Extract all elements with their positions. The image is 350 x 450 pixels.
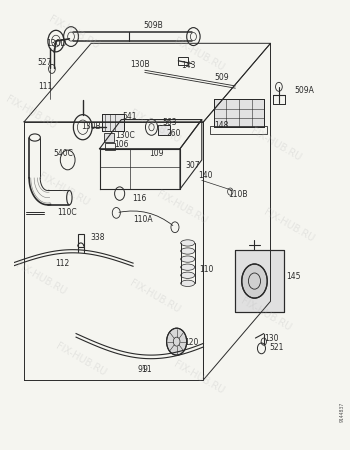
Text: FIX-HUB.RU: FIX-HUB.RU [155,189,209,225]
Bar [234,250,284,312]
Text: 509B: 509B [143,21,163,30]
Text: 143: 143 [181,61,196,70]
Bar [158,126,170,135]
Bar [102,114,124,131]
Text: 110A: 110A [133,215,153,224]
Bar [78,234,84,247]
Ellipse shape [181,240,195,246]
Ellipse shape [181,248,195,254]
Ellipse shape [181,256,195,262]
Text: 91: 91 [142,365,152,374]
Text: 527: 527 [37,58,52,67]
Text: 140: 140 [198,171,212,180]
Bar [104,133,114,142]
Text: FIX-HUB.RU: FIX-HUB.RU [4,94,58,131]
Text: 110: 110 [199,266,214,274]
Text: FIX-HUB.RU: FIX-HUB.RU [128,108,182,145]
Circle shape [167,328,187,355]
Text: 109: 109 [149,148,163,157]
Text: 148: 148 [215,121,229,130]
Text: 110B: 110B [228,190,247,199]
Circle shape [242,264,267,298]
Ellipse shape [181,272,195,279]
Text: FIX-HUB.RU: FIX-HUB.RU [262,207,316,243]
Text: 338: 338 [91,233,105,242]
Text: 116: 116 [132,194,146,202]
Text: 112: 112 [55,259,69,268]
Text: 521: 521 [270,342,284,351]
Bar [214,99,264,127]
Bar [102,114,124,131]
Text: FIX-HUB.RU: FIX-HUB.RU [172,36,225,73]
Text: 563: 563 [162,118,177,127]
Bar [105,144,114,150]
Text: 111: 111 [38,82,53,91]
Bar [234,250,284,312]
Text: 540C: 540C [54,148,74,157]
Text: 307: 307 [186,161,200,170]
Text: 260: 260 [167,129,181,138]
Text: FIX-HUB.RU: FIX-HUB.RU [14,261,68,297]
Text: FIX-HUB.RU: FIX-HUB.RU [48,14,101,50]
Text: FIX-HUB.RU: FIX-HUB.RU [172,359,225,396]
Text: 509: 509 [215,73,229,82]
Bar [210,126,267,134]
Ellipse shape [181,264,195,270]
Text: 509A: 509A [294,86,314,95]
Text: 130B: 130B [81,122,101,131]
Text: 106: 106 [114,140,128,149]
Text: 9144837: 9144837 [339,402,344,423]
Text: 130D: 130D [46,39,66,48]
Text: 130: 130 [264,333,278,342]
Text: FIX-HUB.RU: FIX-HUB.RU [37,171,91,207]
Text: 110C: 110C [57,208,77,217]
Bar [214,99,264,127]
Text: 120: 120 [184,338,199,347]
Text: 91: 91 [137,365,147,374]
Ellipse shape [181,280,195,287]
Text: 145: 145 [286,272,301,281]
Text: FIX-HUB.RU: FIX-HUB.RU [239,296,292,333]
Text: 130B: 130B [130,60,149,69]
Text: FIX-HUB.RU: FIX-HUB.RU [248,126,302,162]
Text: 130C: 130C [115,131,135,140]
Text: FIX-HUB.RU: FIX-HUB.RU [128,279,182,315]
Text: FIX-HUB.RU: FIX-HUB.RU [54,341,108,378]
Bar [178,57,188,65]
Text: 541: 541 [122,112,136,121]
